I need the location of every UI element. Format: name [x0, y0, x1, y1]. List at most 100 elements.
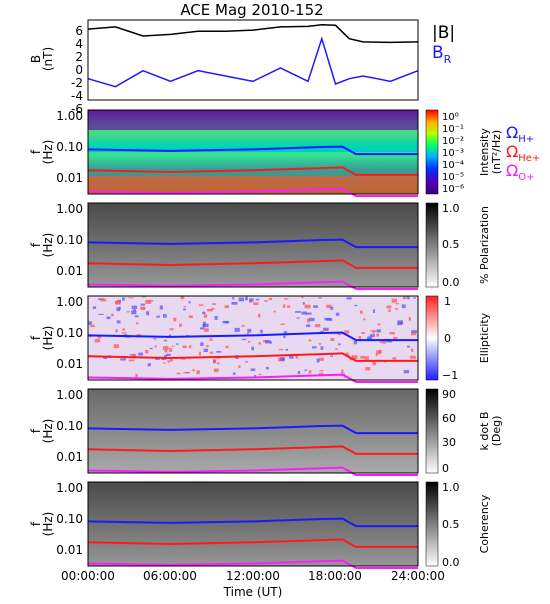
ellipticity-speckle	[301, 311, 307, 315]
panel-b: B (nT) 6 4 2 0 -2 -4 -6	[29, 19, 419, 116]
ellipticity-cbar-label: Ellipticity	[478, 312, 491, 363]
ytick-label: 0.10	[56, 512, 83, 526]
gyro-line-h	[87, 517, 418, 528]
omega-he-symbol: Ω	[506, 142, 518, 161]
ellipticity-speckle	[131, 305, 138, 309]
legend-omega-he: ΩHe+	[506, 142, 540, 164]
ellipticity-speckle	[171, 345, 175, 347]
ellipticity-speckle	[279, 348, 284, 351]
polarization-frame	[87, 202, 419, 288]
b-field-lines	[87, 24, 419, 88]
intensity-high-freq-band	[88, 110, 418, 130]
ellipticity-speckle	[393, 337, 398, 341]
ellipticity-speckle	[183, 372, 189, 374]
ellipticity-speckle	[136, 322, 139, 325]
ellipticity-speckle	[337, 334, 342, 336]
ytick-label: 0.10	[56, 326, 83, 340]
ellipticity-speckle	[395, 303, 399, 305]
ellipticity-speckle	[367, 336, 373, 339]
polarization-colorbar	[425, 202, 439, 288]
ellipticity-speckle	[214, 316, 218, 320]
legend-b-total: |B|	[432, 23, 455, 43]
ellipticity-speckle	[308, 370, 312, 374]
ellipticity-speckle	[173, 317, 177, 322]
ellipticity-speckle	[204, 328, 209, 332]
coherency-colorbar	[425, 481, 439, 567]
ellipticity-speckle	[341, 369, 344, 373]
gyro-line-he	[87, 166, 418, 176]
omega-h-sub: H+	[518, 134, 534, 145]
cbar-tick: 0.0	[442, 276, 460, 289]
omega-h-symbol: Ω	[506, 123, 518, 142]
ellipticity-speckle	[324, 317, 331, 321]
ellipticity-speckle	[372, 361, 376, 366]
omega-he-sub: He+	[518, 153, 540, 164]
ellipticity-speckle	[386, 305, 392, 309]
ellipticity-speckle	[98, 313, 104, 315]
cbar-tick: 10⁻²	[442, 136, 464, 147]
ellipticity-speckle	[307, 318, 310, 323]
ytick-label: -6	[71, 102, 83, 116]
ellipticity-speckle	[320, 330, 324, 332]
ellipticity-speckle	[188, 315, 193, 319]
ellipticity-speckle	[397, 322, 402, 326]
ellipticity-speckle	[309, 317, 315, 322]
ellipticity-speckle	[245, 296, 248, 301]
cbar-tick: 10⁻⁵	[442, 172, 464, 183]
xtick-label: 18:00:00	[308, 569, 362, 583]
xtick-label: 24:00:00	[391, 569, 445, 583]
cbar-tick: 10⁰	[442, 112, 459, 123]
xtick-label: 06:00:00	[143, 569, 197, 583]
ellipticity-speckle	[330, 338, 335, 341]
ellipticity-speckle	[213, 359, 217, 364]
ellipticity-speckle	[100, 298, 107, 302]
ellipticity-speckle	[211, 307, 215, 310]
ellipticity-speckle	[330, 355, 333, 357]
ellipticity-speckle	[258, 373, 262, 376]
ellipticity-speckle	[188, 301, 191, 304]
gyro-line-h	[87, 424, 418, 435]
ellipticity-speckle	[273, 310, 276, 313]
panel-b-ylabel-main: B	[29, 55, 43, 63]
legend-b-r: BR	[432, 43, 452, 66]
ellipticity-speckle	[202, 323, 209, 328]
ellipticity-speckle	[360, 355, 365, 359]
kdotb-texture	[88, 389, 418, 473]
ellipticity-speckle	[121, 332, 127, 334]
gyro-lines-polarization	[87, 238, 418, 290]
ellipticity-speckle	[391, 298, 397, 303]
ellipticity-speckle	[234, 327, 240, 332]
ellipticity-speckle	[149, 347, 153, 350]
gyro-line-o	[87, 373, 418, 383]
ellipticity-speckle	[200, 342, 204, 346]
ellipticity-speckle	[145, 349, 149, 354]
intensity-cbar-unit: (nT²/Hz)	[490, 130, 503, 174]
gyro-lines-kdotb	[87, 424, 418, 476]
ellipticity-speckle	[211, 303, 216, 305]
ellipticity-speckle	[365, 367, 371, 371]
ellipticity-noise	[88, 296, 417, 378]
ellipticity-speckle	[115, 329, 118, 333]
ellipticity-speckle	[392, 357, 397, 360]
ellipticity-speckle	[203, 321, 206, 326]
ellipticity-speckle	[180, 358, 186, 360]
kdotb-frame	[87, 388, 419, 474]
ytick-label: 0.10	[56, 419, 83, 433]
ellipticity-speckle	[369, 334, 375, 337]
gyro-line-he	[87, 538, 418, 548]
ellipticity-speckle	[154, 345, 157, 348]
ylabel-f: f	[29, 242, 43, 247]
ellipticity-speckle	[116, 320, 121, 324]
ellipticity-speckle	[295, 355, 299, 359]
ellipticity-speckle	[167, 360, 170, 363]
omega-o-symbol: Ω	[506, 161, 518, 180]
ellipticity-speckle	[255, 298, 260, 301]
ellipticity-speckle	[413, 297, 416, 299]
omega-o-sub: O+	[518, 172, 534, 183]
ellipticity-speckle	[403, 370, 410, 374]
ellipticity-speckle	[245, 361, 248, 363]
ellipticity-speckle	[238, 297, 244, 302]
legend-omega-h: ΩH+	[506, 123, 534, 145]
